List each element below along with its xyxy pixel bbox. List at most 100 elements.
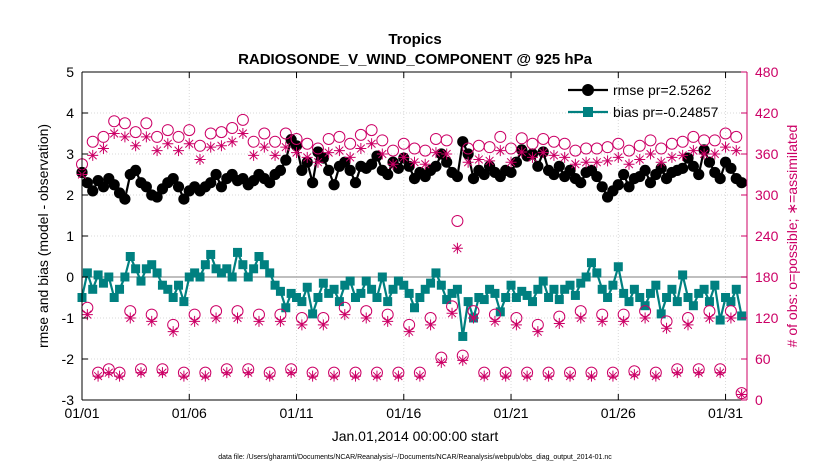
- obs_possible-point: [708, 134, 721, 147]
- series-obs_assimilated: [76, 128, 748, 401]
- bias-point: [195, 272, 205, 282]
- obs_assimilated-point: [569, 158, 581, 170]
- obs_assimilated-point: [264, 370, 276, 382]
- bias-point: [517, 286, 527, 296]
- bias-point: [581, 272, 591, 282]
- obs_possible-point: [269, 135, 282, 148]
- obs_assimilated-point: [140, 131, 152, 143]
- bias-point: [351, 293, 361, 302]
- x-axis-label: Jan.01,2014 00:00:00 start: [332, 428, 499, 444]
- plot-background: [82, 72, 747, 400]
- obs_assimilated-point: [602, 155, 614, 167]
- plot-area: [76, 113, 748, 401]
- rmse-point: [264, 177, 276, 189]
- obs_assimilated-point: [344, 151, 356, 163]
- bias-point: [82, 268, 92, 278]
- bias-point: [383, 297, 393, 307]
- obs_possible-point: [633, 139, 646, 152]
- bias-point: [141, 264, 151, 274]
- bias-point: [656, 309, 666, 319]
- bias-point: [136, 276, 146, 286]
- obs_assimilated-point: [119, 131, 131, 143]
- obs_possible-point: [558, 137, 571, 150]
- rmse-point: [140, 181, 152, 193]
- rmse-point: [205, 177, 217, 189]
- y-tick-label: -1: [62, 310, 75, 326]
- bias-point: [678, 270, 688, 280]
- obs_possible-point: [86, 135, 99, 148]
- obs_possible-point: [290, 132, 303, 145]
- bias-point: [651, 280, 661, 290]
- obs_assimilated-point: [489, 315, 501, 327]
- obs_assimilated-point: [226, 136, 238, 148]
- obs_assimilated-point: [644, 148, 656, 160]
- obs_assimilated-point: [409, 156, 420, 168]
- bias-point: [586, 258, 596, 268]
- obs_assimilated-point: [387, 158, 399, 170]
- bias-point: [570, 290, 580, 300]
- obs_assimilated-point: [323, 147, 335, 159]
- bias-point: [190, 268, 200, 278]
- rmse-point: [323, 164, 335, 176]
- rmse-point: [714, 173, 726, 185]
- x-tick-label: 01/11: [280, 405, 314, 421]
- rmse-point: [553, 160, 565, 172]
- rmse-point: [451, 170, 464, 183]
- obs_assimilated-point: [103, 367, 115, 379]
- bias-point: [576, 278, 586, 288]
- x-tick-label: 01/16: [386, 405, 421, 421]
- bias-point: [93, 270, 103, 280]
- obs_assimilated-point: [210, 312, 222, 324]
- bias-point: [458, 331, 468, 341]
- bias-point: [420, 284, 430, 294]
- y-tick-label: 0: [66, 269, 74, 285]
- legend-label-rmse: rmse pr=2.5262: [613, 82, 712, 98]
- bias-point: [372, 293, 382, 302]
- obs_assimilated-point: [371, 370, 383, 382]
- bias-point: [490, 288, 500, 298]
- rmse-point: [210, 168, 222, 181]
- obs_assimilated-point: [269, 149, 281, 161]
- rmse-point: [478, 168, 490, 181]
- obs_possible-point: [118, 117, 131, 130]
- bias-point: [737, 311, 747, 321]
- obs_assimilated-point: [478, 370, 490, 382]
- bias-point: [688, 301, 698, 311]
- bias-point: [361, 276, 371, 286]
- obs_assimilated-point: [114, 370, 126, 382]
- obs_assimilated-point: [553, 317, 565, 329]
- obs_possible-point: [333, 130, 346, 143]
- obs_assimilated-point: [580, 156, 592, 168]
- rmse-point: [467, 173, 480, 185]
- obs_assimilated-point: [446, 307, 458, 319]
- obs_assimilated-point: [548, 149, 560, 161]
- bias-point: [495, 307, 505, 317]
- obs_assimilated-point: [591, 156, 603, 168]
- obs_assimilated-point: [634, 153, 646, 165]
- bias-point: [281, 303, 291, 313]
- bias-point: [485, 284, 495, 294]
- bias-point: [233, 247, 243, 257]
- obs_possible-point: [440, 134, 453, 147]
- obs_assimilated-point: [248, 149, 260, 161]
- bias-point: [120, 272, 130, 282]
- obs_assimilated-point: [575, 312, 587, 324]
- obs_possible-point: [515, 132, 528, 145]
- bias-point: [426, 278, 436, 288]
- x-tick-label: 01/31: [708, 405, 743, 421]
- bias-point: [334, 297, 344, 307]
- chart-title: Tropics: [388, 31, 441, 48]
- obs_assimilated-point: [516, 146, 528, 158]
- rmse-point: [130, 164, 142, 176]
- bias-point: [270, 280, 280, 290]
- bias-point: [147, 260, 157, 270]
- legend-label-bias: bias pr=-0.24857: [613, 104, 719, 120]
- y-axis-label-right: # of obs: o=possible; ∗=assimilated: [784, 125, 800, 348]
- obs_assimilated-point: [703, 312, 715, 324]
- bias-point: [597, 284, 607, 294]
- obs_assimilated-point: [451, 242, 463, 254]
- bias-point: [324, 288, 334, 298]
- obs_possible-point: [397, 137, 410, 150]
- obs_assimilated-point: [403, 326, 415, 338]
- obs_possible-point: [494, 130, 507, 143]
